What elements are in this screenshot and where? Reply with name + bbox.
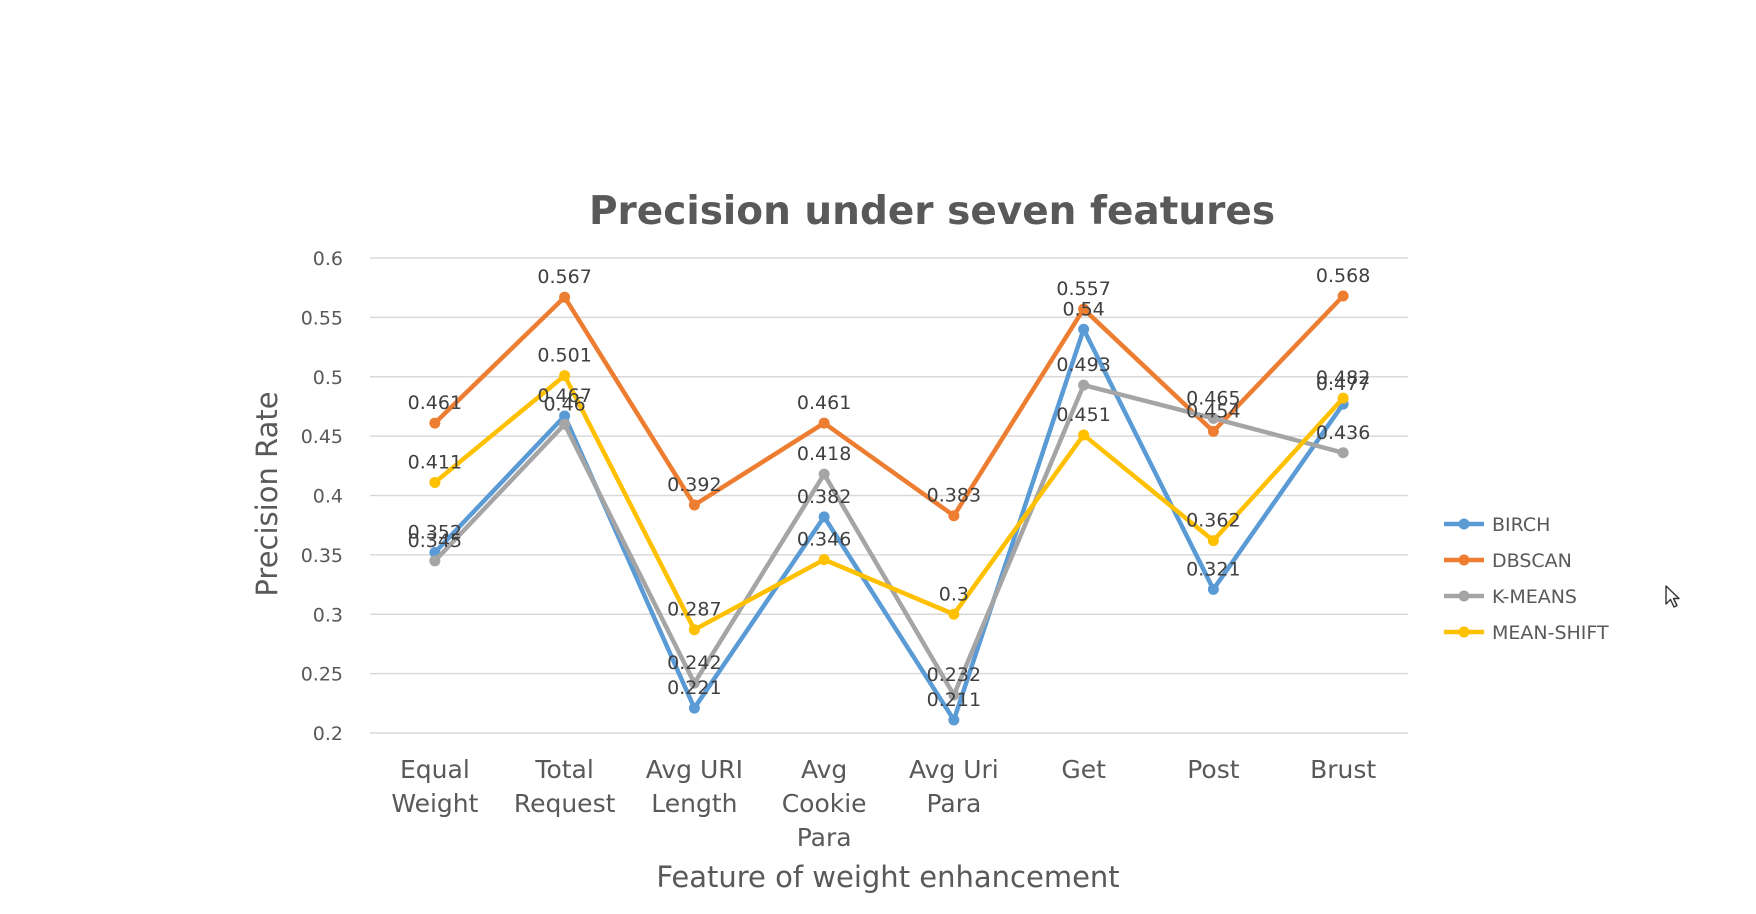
data-point xyxy=(1337,447,1349,459)
data-label: 0.568 xyxy=(1316,265,1370,287)
x-category-label: Avg Uri Para xyxy=(909,755,999,818)
data-label: 0.567 xyxy=(537,266,591,288)
data-label: 0.493 xyxy=(1056,354,1110,376)
data-labels: 0.3520.4670.2210.3820.2110.540.3210.4770… xyxy=(408,265,1371,711)
data-point xyxy=(688,499,700,511)
data-point xyxy=(1337,290,1349,302)
data-point xyxy=(1078,323,1090,335)
data-label: 0.242 xyxy=(667,652,721,674)
series-lines xyxy=(429,290,1349,726)
data-label: 0.411 xyxy=(408,451,462,473)
data-point xyxy=(1337,392,1349,404)
data-label: 0.3 xyxy=(939,583,969,605)
data-point xyxy=(688,677,700,689)
data-point xyxy=(688,624,700,636)
data-point xyxy=(559,410,571,422)
x-category-label: Avg Cookie Para xyxy=(782,755,867,852)
data-point xyxy=(559,418,571,430)
y-tick-label: 0.6 xyxy=(313,248,343,270)
legend-label: BIRCH xyxy=(1492,514,1550,536)
data-label: 0.454 xyxy=(1186,400,1240,422)
legend-marker xyxy=(1458,626,1470,638)
legend-label: MEAN-SHIFT xyxy=(1492,622,1609,644)
data-label: 0.451 xyxy=(1056,404,1110,426)
data-point xyxy=(429,476,441,488)
x-axis-categories: Equal Weight Total Request Avg URI Length Avg C… xyxy=(391,755,1376,852)
y-tick-label: 0.4 xyxy=(313,486,343,508)
data-point xyxy=(818,417,830,429)
legend-label: K-MEANS xyxy=(1492,586,1577,608)
y-tick-label: 0.55 xyxy=(301,307,343,329)
data-label: 0.345 xyxy=(408,530,462,552)
data-point xyxy=(1207,412,1219,424)
data-label: 0.382 xyxy=(797,486,851,508)
data-label: 0.461 xyxy=(408,392,462,414)
data-label: 0.211 xyxy=(927,689,981,711)
data-label: 0.232 xyxy=(927,664,981,686)
data-point xyxy=(1078,379,1090,391)
data-point xyxy=(1207,583,1219,595)
chart-title: Precision under seven features xyxy=(589,189,1275,234)
y-tick-label: 0.2 xyxy=(313,723,343,745)
legend: BIRCH DBSCAN K-MEANS MEAN-SHIFT xyxy=(1444,514,1609,644)
data-label: 0.346 xyxy=(797,529,851,551)
data-label: 0.383 xyxy=(927,485,981,507)
data-label: 0.392 xyxy=(667,474,721,496)
x-category-label: Total Request xyxy=(514,755,616,818)
data-label: 0.436 xyxy=(1316,422,1370,444)
mouse-cursor-icon xyxy=(1665,585,1680,608)
data-point xyxy=(1078,429,1090,441)
data-point xyxy=(948,608,960,620)
data-point xyxy=(559,370,571,382)
x-category-label: Avg URI Length xyxy=(646,755,743,818)
y-axis-ticks: 0.2 0.25 0.3 0.35 0.4 0.45 0.5 0.55 0.6 xyxy=(301,248,343,745)
data-label: 0.54 xyxy=(1062,298,1104,320)
data-label: 0.418 xyxy=(797,443,851,465)
x-category-label: Post xyxy=(1187,755,1240,784)
data-label: 0.46 xyxy=(543,393,585,415)
x-category-label: Get xyxy=(1061,755,1106,784)
y-tick-label: 0.35 xyxy=(301,545,343,567)
y-tick-label: 0.25 xyxy=(301,664,343,686)
data-point xyxy=(1207,425,1219,437)
data-label: 0.467 xyxy=(537,385,591,407)
x-category-label: Equal Weight xyxy=(391,755,478,818)
data-label: 0.221 xyxy=(667,677,721,699)
legend-label: DBSCAN xyxy=(1492,550,1572,572)
data-point xyxy=(948,714,960,726)
x-axis-title: Feature of weight enhancement xyxy=(656,860,1119,894)
data-label: 0.465 xyxy=(1186,387,1240,409)
data-label: 0.557 xyxy=(1056,278,1110,300)
data-point xyxy=(948,689,960,701)
data-point xyxy=(429,555,441,567)
data-point xyxy=(948,510,960,522)
y-axis-title: Precision Rate xyxy=(250,391,284,596)
y-tick-label: 0.5 xyxy=(313,367,343,389)
data-point xyxy=(818,468,830,480)
data-label: 0.362 xyxy=(1186,510,1240,532)
legend-marker xyxy=(1458,554,1470,566)
data-point xyxy=(559,291,571,303)
data-label: 0.501 xyxy=(537,345,591,367)
y-tick-label: 0.3 xyxy=(313,604,343,626)
x-category-label: Brust xyxy=(1310,755,1376,784)
data-label: 0.482 xyxy=(1316,367,1370,389)
data-point xyxy=(818,554,830,566)
y-tick-label: 0.45 xyxy=(301,426,343,448)
series-line-mean-shift xyxy=(432,373,1346,632)
data-point xyxy=(818,511,830,523)
data-label: 0.477 xyxy=(1316,373,1370,395)
data-label: 0.461 xyxy=(797,392,851,414)
data-label: 0.352 xyxy=(408,522,462,544)
data-point xyxy=(1207,535,1219,547)
legend-marker xyxy=(1458,518,1470,530)
data-point xyxy=(688,702,700,714)
legend-marker xyxy=(1458,590,1470,602)
data-point xyxy=(429,417,441,429)
data-point xyxy=(1078,303,1090,315)
data-label: 0.321 xyxy=(1186,558,1240,580)
data-label: 0.287 xyxy=(667,599,721,621)
